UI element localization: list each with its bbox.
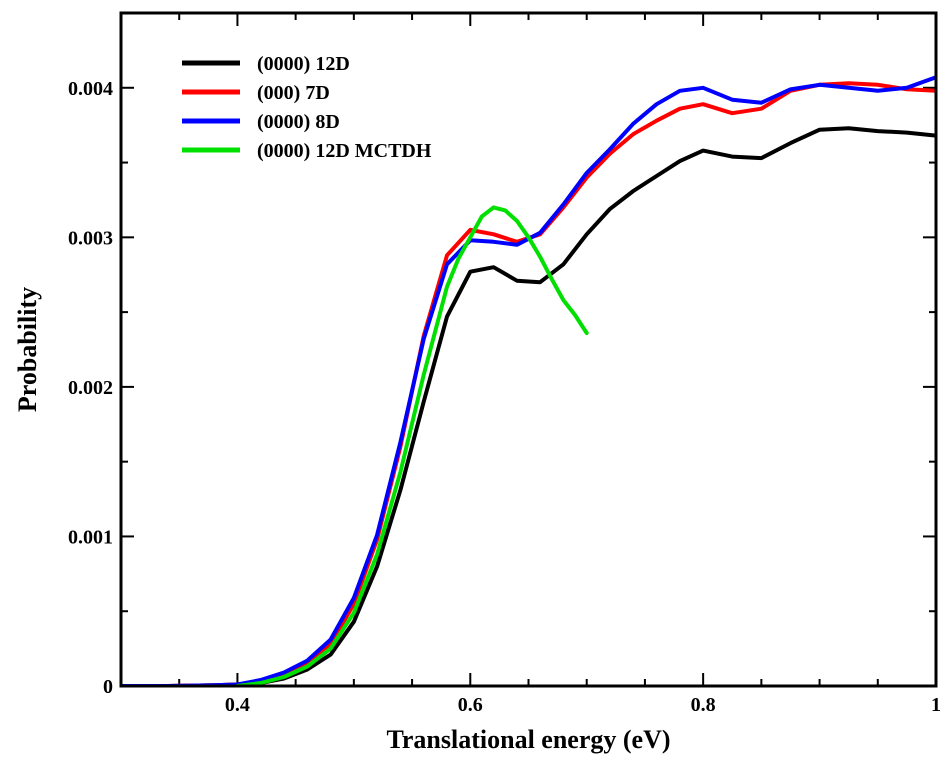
x-tick-label: 0.6	[458, 694, 483, 716]
series-line-1	[121, 81, 936, 686]
y-axis-title: Probability	[13, 287, 42, 412]
legend-label: (0000) 8D	[257, 111, 340, 133]
x-tick-label: 0.4	[225, 694, 250, 716]
legend-label: (0000) 12D	[257, 53, 350, 75]
x-tick-label: 1	[931, 694, 941, 716]
x-axis-ticks: 0.4 0.6 0.8 1	[120, 13, 941, 716]
series-line-3	[235, 205, 589, 686]
y-tick-label: 0.001	[68, 526, 113, 548]
x-tick-label: 0.8	[691, 694, 716, 716]
series-line-2	[121, 75, 936, 686]
legend: (0000) 12D (000) 7D (0000) 8D (0000) 12D MC…	[182, 53, 432, 162]
x-axis-title: Translational energy (eV)	[386, 725, 670, 754]
series-lines	[121, 75, 936, 686]
legend-label: (000) 7D	[257, 82, 330, 104]
series-line-0	[121, 126, 936, 686]
legend-label: (0000) 12D MCTDH	[257, 140, 432, 162]
plot-frame	[119, 11, 938, 688]
y-axis-ticks: 0 0.001 0.002 0.003 0.004	[68, 78, 936, 698]
y-tick-label: 0.002	[68, 377, 113, 399]
y-tick-label: 0	[103, 676, 113, 698]
y-tick-label: 0.004	[68, 78, 113, 100]
y-tick-label: 0.003	[68, 227, 113, 249]
